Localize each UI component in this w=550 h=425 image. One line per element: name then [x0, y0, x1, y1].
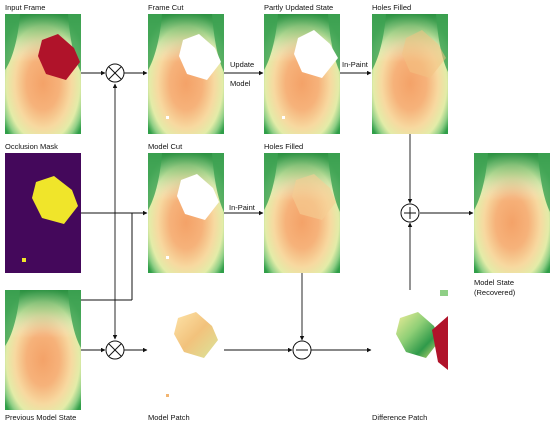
- panel-partly-updated-state: [264, 14, 340, 134]
- edge-label-in-paint-mid: In-Paint: [229, 203, 255, 212]
- edge-bus-up-to-model-cut: [131, 210, 148, 300]
- panel-occlusion-mask: [5, 153, 81, 273]
- multiply-operator-top: [105, 63, 125, 83]
- panel-previous-model-state: [5, 290, 81, 410]
- panel-frame-cut: [148, 14, 224, 134]
- panel-input-frame: [5, 14, 81, 134]
- edge-label-in-paint-top: In-Paint: [342, 60, 368, 69]
- label-holes-filled-mid: Holes Filled: [264, 142, 304, 151]
- multiply-operator-bottom: [105, 340, 125, 360]
- panel-model-patch: [148, 290, 224, 410]
- panel-difference-patch: [372, 290, 448, 410]
- label-model-patch: Model Patch: [148, 413, 190, 422]
- label-holes-filled-top: Holes Filled: [372, 3, 412, 12]
- edge-label-update: Update: [230, 60, 255, 69]
- panel-holes-filled-mid: [264, 153, 340, 273]
- label-model-state-line1: Model State: [474, 278, 515, 287]
- panel-model-state-recovered: [474, 153, 550, 273]
- subtract-operator: [292, 340, 312, 360]
- label-model-cut: Model Cut: [148, 142, 183, 151]
- label-occlusion-mask: Occlusion Mask: [5, 142, 58, 151]
- label-difference-patch: Difference Patch: [372, 413, 428, 422]
- label-previous-model-state: Previous Model State: [5, 413, 77, 422]
- edge-label-model: Model: [230, 79, 251, 88]
- connectors: [81, 70, 474, 353]
- label-partly-updated-state: Partly Updated State: [264, 3, 334, 12]
- panel-model-cut: [148, 153, 224, 273]
- label-model-state-line2: (Recovered): [474, 288, 516, 297]
- label-input-frame: Input Frame: [5, 3, 46, 12]
- panel-holes-filled-top: [372, 14, 448, 134]
- add-operator: [400, 203, 420, 223]
- label-frame-cut: Frame Cut: [148, 3, 184, 12]
